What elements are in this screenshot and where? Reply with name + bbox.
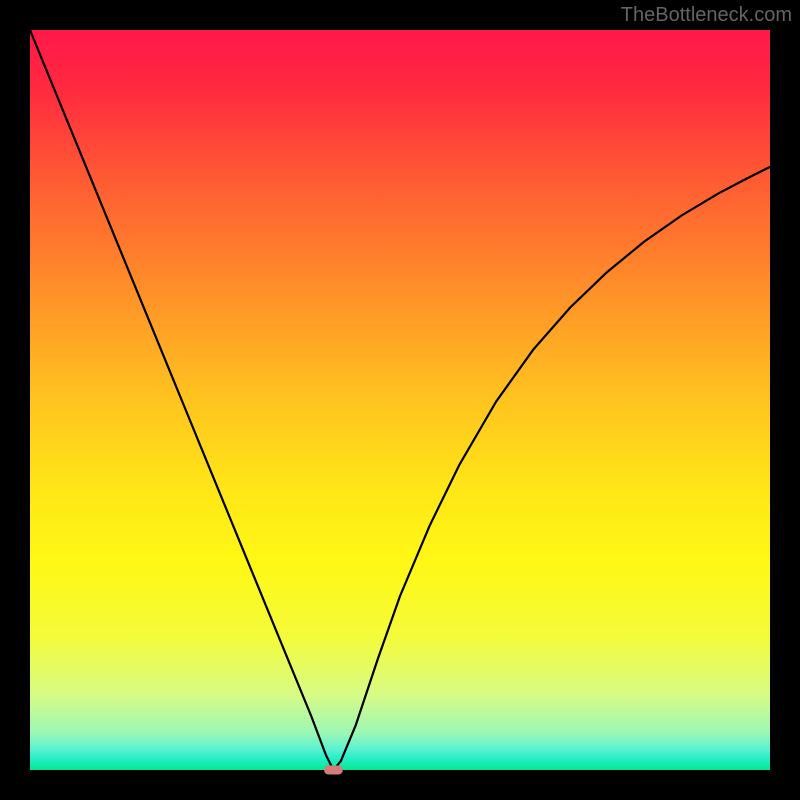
chart-svg bbox=[0, 0, 800, 800]
bottleneck-chart: TheBottleneck.com bbox=[0, 0, 800, 800]
watermark-text: TheBottleneck.com bbox=[621, 4, 792, 27]
minimum-marker bbox=[324, 766, 343, 775]
chart-plot-background bbox=[30, 30, 770, 770]
